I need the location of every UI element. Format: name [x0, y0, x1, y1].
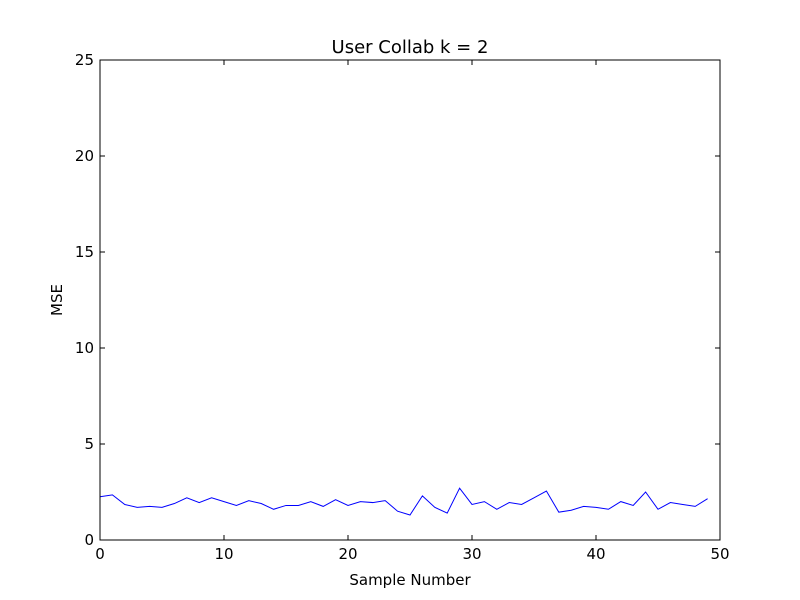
x-tick-label: 20: [338, 545, 357, 563]
y-axis: 0 5 10 15 20 25: [75, 51, 720, 549]
x-axis: 0 10 20 30 40 50: [95, 60, 730, 563]
y-tick-label: 15: [75, 243, 94, 261]
y-tick-label: 0: [84, 531, 94, 549]
y-axis-label: MSE: [48, 284, 66, 316]
y-tick-label: 20: [75, 147, 94, 165]
plot-frame: [99, 59, 721, 541]
chart-title: User Collab k = 2: [332, 37, 489, 58]
x-tick-label: 0: [95, 545, 105, 563]
x-tick-label: 10: [214, 545, 233, 563]
series-line: [99, 487, 708, 516]
x-tick-label: 40: [586, 545, 605, 563]
x-axis-label: Sample Number: [349, 571, 471, 589]
y-tick-label: 10: [75, 339, 94, 357]
x-tick-label: 30: [462, 545, 481, 563]
y-tick-label: 5: [84, 435, 94, 453]
y-tick-label: 25: [75, 51, 94, 69]
x-tick-label: 50: [710, 545, 729, 563]
